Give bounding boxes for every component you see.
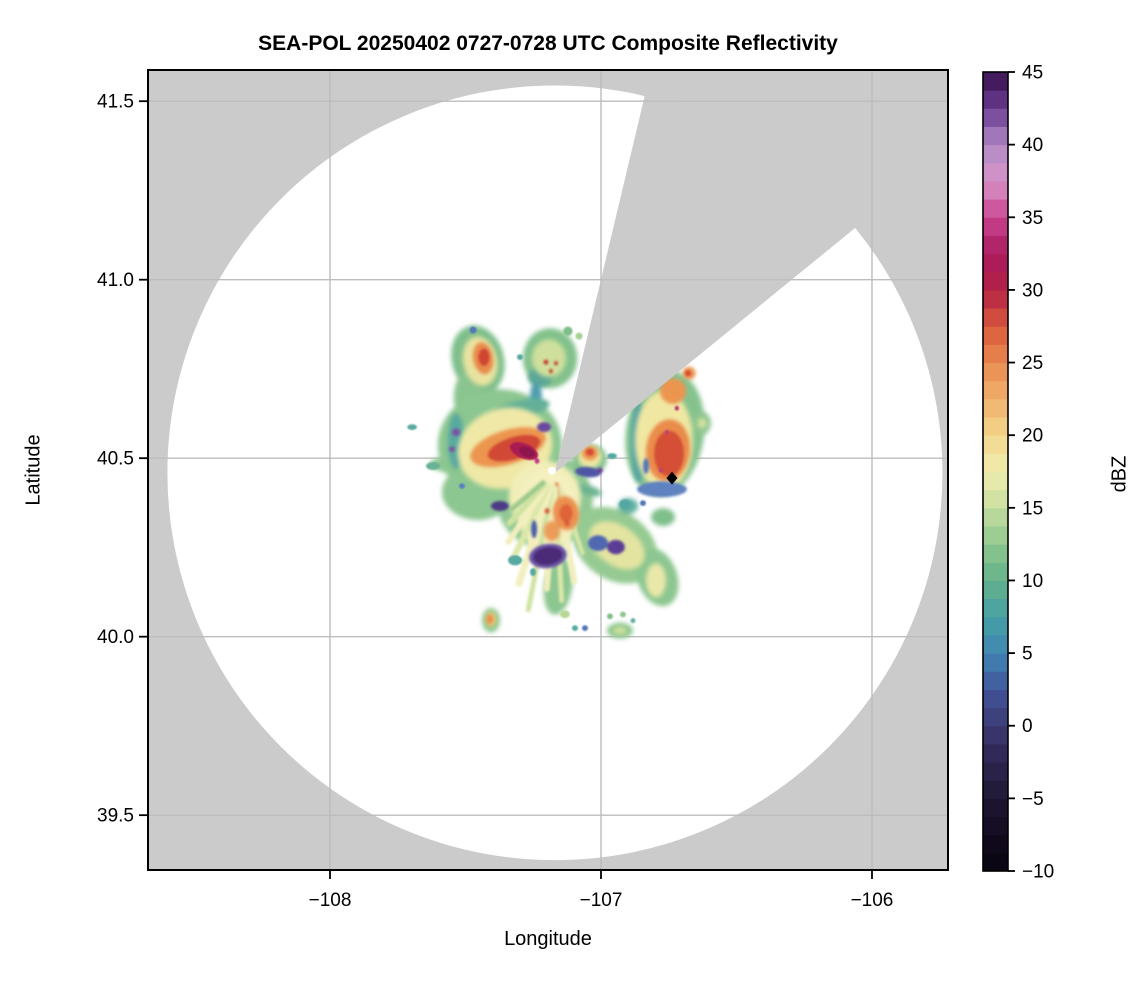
colorbar-band [983, 71, 1008, 91]
colorbar-tick-label: 15 [1022, 498, 1043, 519]
blocked-sector-wedge [554, 92, 859, 473]
colorbar-band [983, 579, 1008, 600]
colorbar-band [983, 471, 1008, 491]
y-tick-label: 39.5 [97, 806, 134, 827]
x-tick-label: −106 [851, 890, 894, 911]
radar-ray-spokes [505, 480, 585, 613]
site-diamond-marker [666, 471, 678, 485]
y-tick-label: 40.0 [97, 627, 134, 648]
colorbar-band [983, 216, 1008, 236]
colorbar-band [983, 107, 1008, 127]
colorbar-band [983, 380, 1008, 400]
colorbar-band [983, 598, 1008, 618]
plot-frame [147, 69, 949, 871]
reflectivity-field [407, 325, 712, 639]
colorbar-band [983, 398, 1008, 418]
colorbar-tick-label: 0 [1022, 716, 1033, 737]
colorbar-band [983, 688, 1008, 709]
colorbar-band [983, 761, 1008, 781]
colorbar-tick-label: 20 [1022, 426, 1043, 447]
field-layer-crimson-max [509, 405, 680, 473]
colorbar-band [983, 543, 1008, 563]
colorbar-band [983, 489, 1008, 509]
y-tick-label: 41.5 [97, 92, 134, 113]
colorbar-band [983, 125, 1008, 146]
colorbar-band [983, 362, 1008, 382]
x-tick-label: −107 [580, 890, 623, 911]
y-tick-label: 41.0 [97, 270, 134, 291]
y-axis: 39.5 40.0 40.5 41.0 41.5 [97, 92, 148, 827]
colorbar-band [983, 797, 1008, 818]
field-layer-small-specks [407, 326, 646, 631]
colorbar-band [983, 162, 1008, 182]
colorbar-band [983, 271, 1008, 291]
colorbar-band [983, 852, 1008, 872]
colorbar-tick-label: 30 [1022, 280, 1043, 301]
colorbar-band [983, 634, 1008, 654]
colorbar-band [983, 180, 1008, 200]
colorbar-band [983, 816, 1008, 836]
colorbar-band [983, 416, 1008, 436]
colorbar-band [983, 652, 1008, 672]
colorbar-band [983, 325, 1008, 345]
colorbar-tick-label: 5 [1022, 644, 1033, 665]
colorbar-band [983, 670, 1008, 690]
colorbar-tick-label: 35 [1022, 208, 1043, 229]
radar-site-gap [547, 466, 556, 475]
colorbar-band [983, 89, 1008, 109]
colorbar-band [983, 253, 1008, 273]
colorbar-band [983, 743, 1008, 763]
colorbar-band [983, 289, 1008, 309]
x-tick-label: −108 [309, 890, 352, 911]
colorbar-band [983, 561, 1008, 581]
colorbar-tick-label: 10 [1022, 571, 1043, 592]
colorbar-tick-label: 25 [1022, 353, 1043, 374]
colorbar-band [983, 834, 1008, 854]
x-axis: −108 −107 −106 [309, 870, 894, 911]
field-layer-purple-blue-detail [448, 422, 687, 569]
colorbar-tick-label: −5 [1022, 789, 1044, 810]
colorbar-band [983, 198, 1008, 218]
chart-title: SEA-POL 20250402 0727-0728 UTC Composite… [258, 32, 838, 55]
colorbar-tick-label: 45 [1022, 63, 1043, 84]
colorbar-outline [982, 71, 1009, 872]
colorbar-band [983, 307, 1008, 327]
colorbar-tick-label: 40 [1022, 135, 1043, 156]
colorbar-band [983, 144, 1008, 164]
colorbar-band [983, 779, 1008, 799]
colorbar-band [983, 616, 1008, 636]
colorbar-band [983, 507, 1008, 527]
colorbar-tick-label: −10 [1022, 862, 1054, 883]
x-axis-label: Longitude [504, 928, 592, 950]
colorbar-band [983, 725, 1008, 745]
colorbar-band [983, 234, 1008, 255]
colorbar: −10 −5 0 5 10 15 20 25 30 35 40 45 [982, 63, 1054, 883]
colorbar-band [983, 434, 1008, 454]
colorbar-band [983, 452, 1008, 472]
colorbar-band [983, 343, 1008, 364]
colorbar-band [983, 525, 1008, 545]
colorbar-band [983, 707, 1008, 727]
y-tick-label: 40.5 [97, 449, 134, 470]
